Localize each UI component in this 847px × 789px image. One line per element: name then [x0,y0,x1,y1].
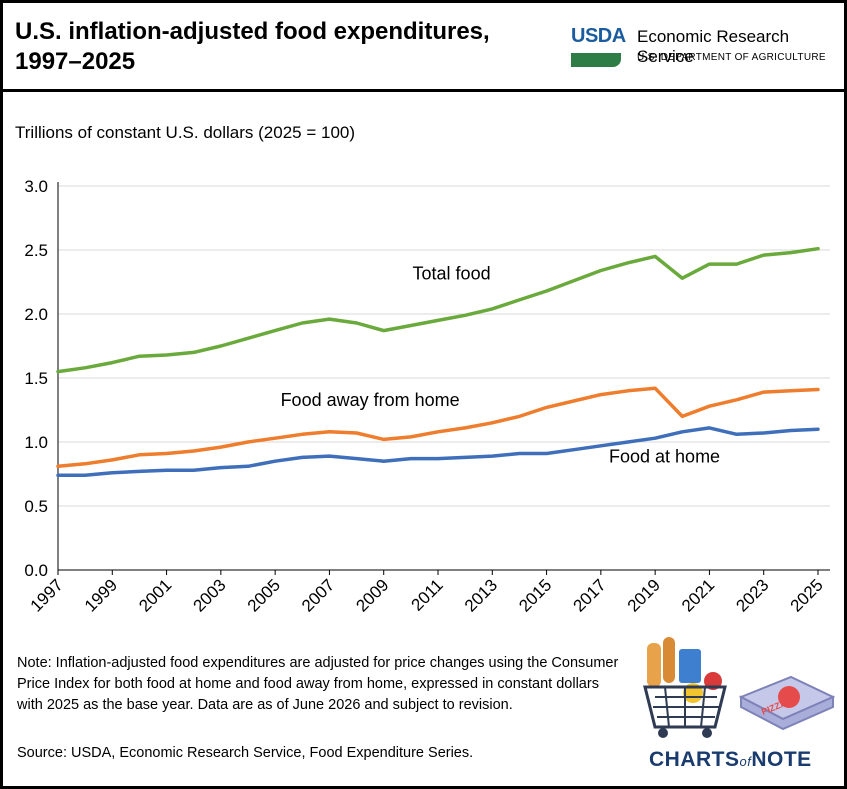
usda-logo-band [571,53,621,67]
x-tick-label: 2003 [190,575,230,615]
x-tick-label: 2013 [461,575,501,615]
x-tick-label: 2005 [244,575,284,615]
chart-title: U.S. inflation-adjusted food expenditure… [15,17,515,77]
brand-charts: CHARTS [649,748,740,771]
brand-note: NOTE [751,748,812,771]
basket-wheel-icon [658,728,668,738]
source-note: Source: USDA, Economic Research Service,… [17,745,474,761]
baguette-icon [663,637,675,683]
charts-of-note-logo: CHARTSofNOTE [649,748,812,772]
y-tick-label: 2.0 [24,305,48,324]
usda-logo: USDA [571,25,626,69]
bread-icon [647,643,661,687]
series-line-food-away-from-home [56,386,820,469]
x-tick-label: 2001 [135,575,175,615]
series-line-food-at-home [56,426,820,478]
x-tick-label: 2025 [787,575,827,615]
line-chart: 0.0 0.5 1.0 1.5 2.0 2.5 3.0 1997 1999 2001 2003 200… [24,177,830,616]
x-tick-label: 2017 [570,575,610,615]
department-name: U.S. DEPARTMENT OF AGRICULTURE [637,52,826,63]
x-tick-label: 1997 [27,575,67,615]
pizza-box-icon: PIZZA [738,675,836,731]
y-tick-label: 0.5 [24,497,48,516]
basket-icon [643,685,727,729]
chart-title-line1: U.S. inflation-adjusted food expenditure… [15,18,490,45]
pizza-slice-icon [778,686,800,708]
x-tick-label: 2011 [408,575,447,614]
series-line-total-food [56,246,820,374]
x-tick-label: 2021 [678,575,718,615]
footnote: Note: Inflation-adjusted food expenditur… [17,655,619,713]
grocery-basket-icon [643,637,727,738]
series-annotation: Food at home [609,446,720,466]
y-tick-label: 1.5 [24,369,48,388]
food-illustration: PIZZA [643,637,836,738]
y-tick-label: 0.0 [24,561,48,580]
y-tick-label: 1.0 [24,433,48,452]
usda-logo-text: USDA [571,25,626,47]
brand-of: of [739,754,752,769]
y-tick-label: 2.5 [24,241,48,260]
header: U.S. inflation-adjusted food expenditure… [3,3,844,92]
y-axis-label: Trillions of constant U.S. dollars (2025… [15,123,356,142]
agency-name: Economic Research Service [637,27,790,66]
x-tick-label: 2007 [298,575,338,615]
series-annotation: Total food [413,263,491,283]
basket-weave-icon [653,686,719,728]
basket-wheel-icon [702,728,712,738]
x-tick-label: 2009 [352,575,392,615]
milk-carton-icon [679,649,701,683]
series-annotation: Food away from home [281,390,460,410]
x-tick-label: 2019 [624,575,664,615]
x-tick-label: 1999 [81,575,121,615]
x-tick-label: 2023 [732,575,772,615]
x-tick-label: 2015 [515,575,555,615]
y-tick-label: 3.0 [24,177,48,196]
chart-title-line2: 1997–2025 [15,48,136,75]
